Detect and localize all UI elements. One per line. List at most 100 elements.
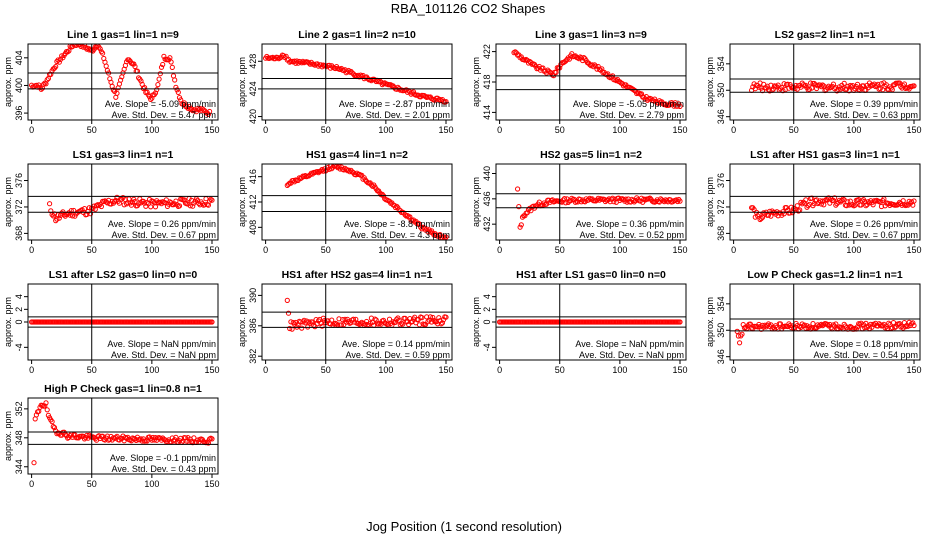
std-dev-annotation: Ave. Std. Dev. = 0.67 ppm [112,230,216,240]
x-tick-label: 150 [438,125,453,135]
x-tick-label: 100 [846,245,861,255]
data-point [899,202,905,208]
data-point [103,63,109,69]
panel-title: Line 3 gas=1 lin=3 n=9 [535,29,647,41]
data-point [394,203,400,209]
x-tick-label: 100 [378,125,393,135]
y-tick-label: 4 [482,294,492,299]
data-point [311,61,317,67]
panel: LS2 gas=2 lin=1 n=1 approx. ppm 0 50 100 150 3… [705,29,922,135]
data-point [42,403,48,409]
y-tick-label: 352 [14,401,24,416]
data-point [392,204,399,211]
x-tick-label: 0 [497,365,502,375]
data-point [136,201,142,207]
data-point [832,195,838,201]
data-point [759,214,766,220]
data-point [841,80,847,87]
x-tick-label: 50 [789,365,799,375]
panel-title: LS2 gas=2 lin=1 n=1 [775,29,876,41]
data-point [190,203,196,209]
plot-frame [27,163,219,241]
data-point [133,437,139,443]
data-point [87,211,94,217]
x-tick-label: 150 [204,125,219,135]
data-point [44,407,50,413]
data-point [110,87,117,93]
data-point [809,85,815,91]
data-point [768,213,774,219]
data-point [587,195,593,201]
y-tick-label: 350 [716,323,726,338]
panel-title: HS2 gas=5 lin=1 n=2 [540,149,642,161]
data-point [863,203,869,209]
y-axis-label: approx. ppm [3,297,13,347]
x-tick-label: 100 [144,479,159,489]
data-point [184,104,190,110]
std-dev-annotation: Ave. Std. Dev. = 4.3 ppm [351,230,450,240]
data-point [410,89,417,95]
data-point [169,64,175,71]
data-point [607,199,613,205]
std-dev-annotation: Ave. Std. Dev. = 0.54 ppm [814,350,918,360]
data-point [911,83,917,89]
slope-annotation: Ave. Slope = -2.87 ppm/min [339,99,450,109]
data-point [794,203,800,209]
data-point [852,202,858,208]
data-point [882,325,888,331]
data-point [631,199,637,205]
data-point [677,319,683,325]
data-point [149,95,155,101]
panel-title: Line 1 gas=1 lin=1 n=9 [67,29,179,41]
std-dev-annotation: Ave. Std. Dev. = 2.01 ppm [346,110,450,120]
data-point [911,198,917,204]
data-point [781,81,787,87]
y-tick-label: 432 [482,217,492,232]
data-point [173,434,179,440]
data-point [811,201,817,207]
x-tick-label: 100 [378,365,393,375]
y-tick-label: 428 [248,54,258,69]
data-point [155,82,161,88]
std-dev-annotation: Ave. Std. Dev. = 0.59 ppm [346,350,450,360]
x-tick-label: 150 [672,365,687,375]
x-tick-label: 100 [612,245,627,255]
data-point [515,186,521,192]
x-tick-label: 100 [846,365,861,375]
data-point [676,101,682,107]
data-point [775,82,781,88]
x-tick-label: 50 [87,479,97,489]
y-tick-label: 396 [14,106,24,121]
y-tick-label: 420 [248,109,258,124]
data-point [207,108,213,115]
data-point [677,103,683,110]
data-point [168,59,174,65]
y-axis-label: approx. ppm [3,177,13,227]
data-point [33,412,40,418]
data-point [437,232,443,238]
panel-title: LS1 after LS2 gas=0 lin=0 n=0 [49,269,198,281]
data-point [540,65,546,71]
x-tick-label: 50 [87,245,97,255]
data-point [739,331,745,337]
panel: LS1 after LS2 gas=0 lin=0 n=0 approx. ppm… [3,269,220,375]
data-point [795,208,802,214]
data-point [443,234,449,240]
data-point [516,204,522,210]
data-point [632,198,639,204]
slope-annotation: Ave. Slope = NaN ppm/min [575,339,684,349]
data-point [113,197,119,203]
y-axis-label: approx. ppm [471,57,481,107]
std-dev-annotation: Ave. Std. Dev. = 0.67 ppm [814,230,918,240]
x-tick-label: 50 [555,125,565,135]
panel-title: HS1 after HS2 gas=4 lin=1 n=1 [282,269,433,281]
std-dev-annotation: Ave. Std. Dev. = 2.79 ppm [580,110,684,120]
data-point [572,199,579,205]
panel-title: Low P Check gas=1.2 lin=1 n=1 [747,269,902,281]
x-tick-label: 150 [672,125,687,135]
panel-title: LS1 after HS1 gas=3 lin=1 n=1 [750,149,900,161]
data-point [845,199,851,205]
slope-annotation: Ave. Slope = 0.26 ppm/min [108,219,216,229]
data-point [174,87,180,93]
y-axis-label: approx. ppm [237,297,247,347]
